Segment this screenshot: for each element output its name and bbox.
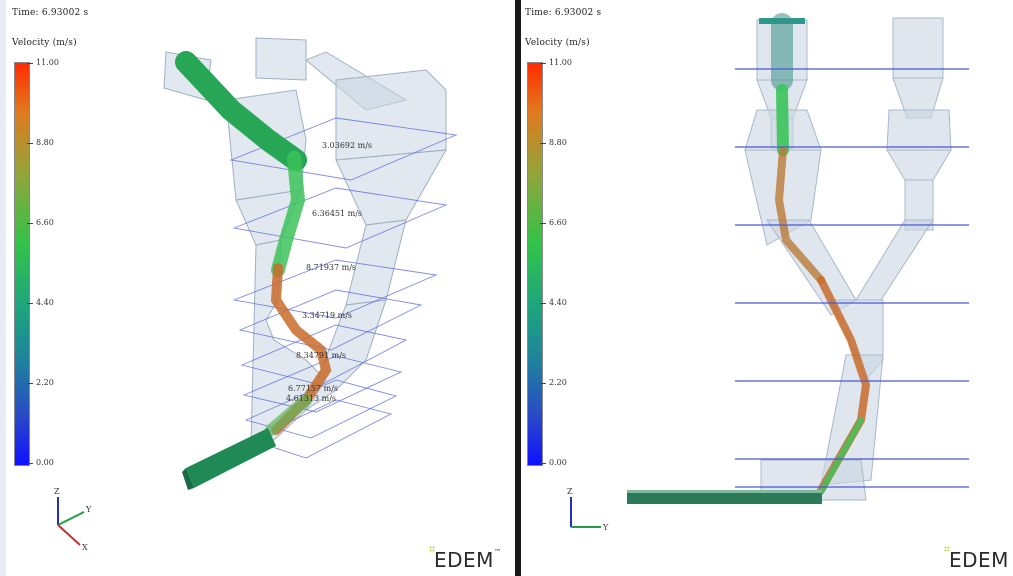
- velocity-colorbar: [527, 62, 543, 466]
- axis-x-label: X: [82, 543, 88, 552]
- velocity-label: 3.34719 m/s: [302, 311, 352, 320]
- right-viewport[interactable]: Time: 6.93002 s Velocity (m/s) 11.00 8.8…: [521, 0, 1013, 576]
- colorbar-title: Velocity (m/s): [525, 38, 590, 48]
- left-viewport[interactable]: Time: 6.93002 s Velocity (m/s) 11.00 8.8…: [6, 0, 515, 576]
- chute-side-scene[interactable]: Z Y: [521, 0, 1013, 576]
- outlet-pipe: [182, 428, 276, 490]
- colorbar-tick: 4.40: [540, 298, 567, 307]
- axis-z-label: Z: [54, 487, 60, 496]
- axis-y-label: Y: [85, 505, 92, 514]
- velocity-label: 6.77157 m/s: [288, 384, 338, 393]
- colorbar-tick: 6.60: [27, 218, 54, 227]
- velocity-label: 8.34791 m/s: [296, 351, 346, 360]
- particle-stream: [175, 51, 332, 436]
- viewport-divider: [515, 0, 521, 576]
- axis-y-label: Y: [602, 523, 609, 532]
- axis-triad: [570, 497, 601, 528]
- chute-3d-scene[interactable]: 3.03692 m/s 6.36451 m/s 8.71937 m/s 3.34…: [6, 0, 515, 576]
- colorbar-tick: 8.80: [540, 138, 567, 147]
- colorbar-tick: 2.20: [540, 378, 567, 387]
- chute-structure: [744, 17, 952, 501]
- colorbar-tick: 11.00: [540, 58, 572, 67]
- velocity-slice-lines: [735, 68, 969, 488]
- time-label: Time: 6.93002 s: [12, 8, 89, 18]
- colorbar-title: Velocity (m/s): [12, 38, 77, 48]
- outlet-pipe: [627, 490, 822, 504]
- velocity-label: 3.03692 m/s: [322, 141, 372, 150]
- colorbar-tick: 11.00: [27, 58, 59, 67]
- edem-logo: EDEM: [944, 546, 1009, 572]
- velocity-label: 6.36451 m/s: [312, 209, 362, 218]
- colorbar-tick: 4.40: [27, 298, 54, 307]
- time-label: Time: 6.93002 s: [525, 8, 602, 18]
- colorbar-tick: 8.80: [27, 138, 54, 147]
- colorbar-tick: 0.00: [540, 458, 567, 467]
- hopper-structure: [163, 37, 447, 446]
- velocity-label: 8.71937 m/s: [306, 263, 356, 272]
- particle-stream: [759, 13, 871, 495]
- edem-logo: EDEM™: [429, 546, 501, 572]
- velocity-label: 4.61313 m/s: [286, 394, 336, 403]
- colorbar-tick: 2.20: [27, 378, 54, 387]
- velocity-colorbar: [14, 62, 30, 466]
- colorbar-tick: 0.00: [27, 458, 54, 467]
- colorbar-tick: 6.60: [540, 218, 567, 227]
- axis-triad: [57, 497, 85, 546]
- axis-z-label: Z: [567, 487, 573, 496]
